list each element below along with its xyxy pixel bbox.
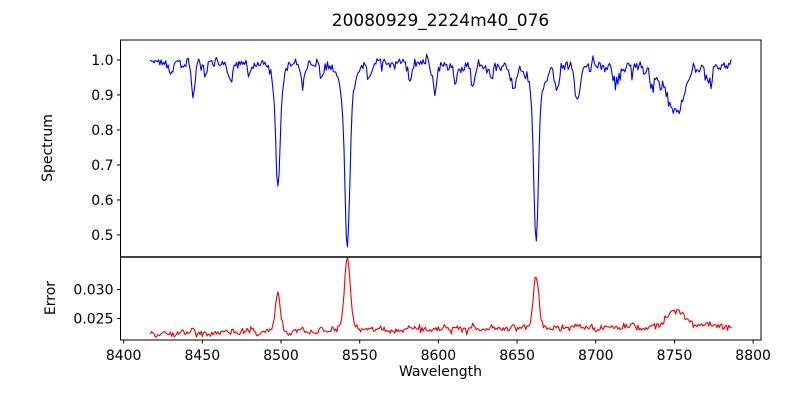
spectrum-y-tick-label: 0.8 [91, 123, 113, 139]
spectrum-axis-label: Spectrum [40, 114, 56, 182]
curves-layer [149, 53, 732, 338]
x-tick-label: 8400 [106, 348, 142, 364]
axes-layer: 8400 8450 8500 8550 8600 8650 8700 8750 8800 1.0 0… [73, 39, 771, 364]
spectrum-y-tick-label: 0.6 [91, 193, 113, 209]
x-tick-label: 8650 [499, 348, 535, 364]
x-tick-label: 8750 [657, 348, 693, 364]
error-y-tick-label: 0.030 [73, 283, 113, 299]
error-line [149, 256, 732, 338]
error-panel-frame [120, 256, 762, 341]
x-tick-label: 8700 [578, 348, 614, 364]
x-tick-label: 8800 [735, 348, 771, 364]
spectrum-line [149, 53, 732, 248]
x-axis-label: Wavelength [398, 364, 483, 380]
spectrum-y-tick-label: 0.9 [91, 88, 113, 104]
x-tick-label: 8450 [185, 348, 221, 364]
x-tick-label: 8600 [421, 348, 457, 364]
x-tick-label: 8500 [263, 348, 299, 364]
error-axis-label: Error [43, 280, 59, 316]
spectrum-panel-frame [120, 39, 762, 258]
spectrum-y-tick-label: 1.0 [91, 53, 113, 69]
spectrum-y-tick-label: 0.7 [91, 158, 113, 174]
x-tick-label: 8550 [342, 348, 378, 364]
error-y-tick-label: 0.025 [73, 312, 113, 328]
chart-title: 20080929_2224m40_076 [331, 11, 550, 31]
spectrum-y-tick-label: 0.5 [91, 228, 113, 244]
